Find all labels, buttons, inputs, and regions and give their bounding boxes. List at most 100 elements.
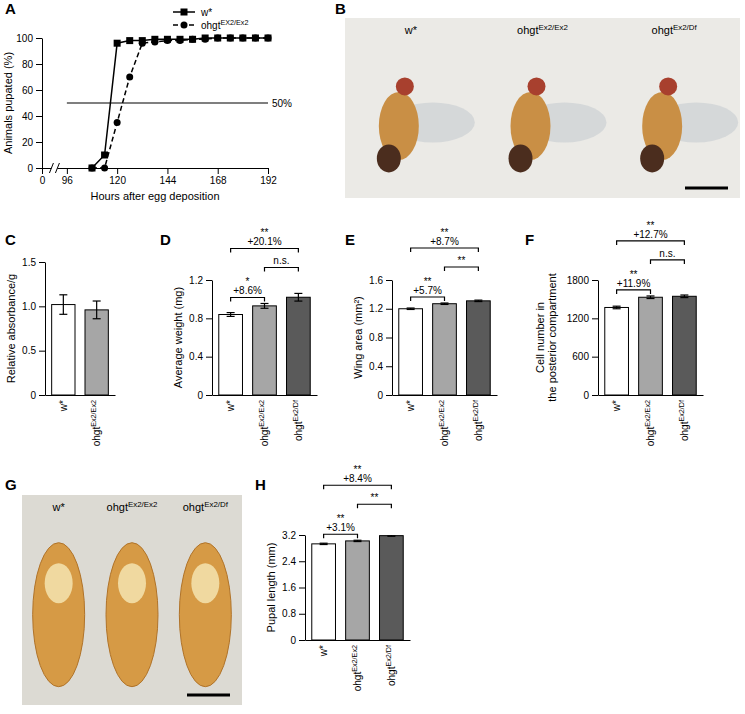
label-base: ohgt <box>439 427 450 447</box>
tick: w* <box>318 645 329 657</box>
panel-letter: E <box>345 231 355 248</box>
tick: 192 <box>260 168 277 186</box>
tick: 0 <box>377 390 392 401</box>
bar-panel: w*ohgtEx2/Ex200.51.01.5Relative absorban… <box>5 257 116 447</box>
bar <box>433 304 457 395</box>
tick: 2.4 <box>282 556 305 567</box>
tick: 0 <box>30 390 45 401</box>
y-axis: 060012001800 <box>567 275 599 401</box>
error-bar-cap <box>613 306 621 307</box>
significance-label: ** <box>424 276 432 287</box>
x-axis-title: Hours after egg deposition <box>90 190 219 202</box>
tick-label: ohgtEx2/Df <box>383 645 397 686</box>
significance-label: ** <box>630 269 638 280</box>
tick: 40 <box>22 111 42 122</box>
tick-mark <box>218 168 219 174</box>
bar-panel: w*ohgtEx2/Ex2ohgtEx2/Df060012001800Cell … <box>534 220 704 446</box>
tick-label: 0.8 <box>189 313 203 324</box>
y-axis: 00.51.01.5 <box>22 257 45 401</box>
legend-entry: w* <box>173 7 212 18</box>
tick-mark <box>386 338 392 339</box>
bar <box>605 307 629 395</box>
label-base: ohgt <box>386 666 397 686</box>
error-bar-stem <box>63 295 64 315</box>
pupa <box>179 543 231 687</box>
error-bar <box>407 308 415 309</box>
tick-label: 100 <box>16 33 33 44</box>
significance-bracket <box>617 241 685 245</box>
tick-mark <box>386 309 392 310</box>
x-axis: w*ohgtEx2/Ex2 <box>46 396 116 447</box>
tick-mark <box>299 588 305 589</box>
data-point <box>252 35 259 42</box>
error-bar <box>93 301 101 319</box>
photo-label: ohgtEx2/Ex2 <box>517 23 568 37</box>
tick-label: 0.8 <box>369 332 383 343</box>
y-axis-title-line: Average weight (mg) <box>172 287 184 388</box>
data-point <box>265 35 272 42</box>
figure: A096120144168192020406080100Hours after … <box>0 0 745 714</box>
plot-area <box>399 300 490 395</box>
tick: 600 <box>572 351 598 362</box>
data-point <box>89 165 96 172</box>
bar <box>287 297 311 395</box>
tick-mark <box>268 168 269 174</box>
tick: 1.6 <box>369 275 392 286</box>
data-point <box>139 40 146 47</box>
tick: ohgtEx2/Df <box>676 400 690 441</box>
data-point <box>239 35 246 42</box>
tick-label: 1800 <box>567 275 590 286</box>
tick-mark <box>592 280 598 281</box>
error-bar-cap <box>93 318 101 319</box>
comparisons: +5.7%****+8.7%** <box>411 227 479 301</box>
tick: 0.8 <box>282 608 305 619</box>
bar <box>380 536 404 640</box>
data-point <box>189 36 196 43</box>
y-axis-title-line: Pupal length (mm) <box>265 543 277 633</box>
tick: ohgtEx2/Ex2 <box>349 645 363 691</box>
tick-mark <box>36 142 42 143</box>
tick-mark <box>299 561 305 562</box>
tick: 0 <box>290 635 305 646</box>
data-point <box>214 35 221 42</box>
significance-bracket <box>231 248 299 252</box>
error-bar-cap <box>261 308 269 309</box>
comparisons: +3.1%****+8.4%** <box>324 464 392 538</box>
tick-mark <box>117 168 118 174</box>
significance-bracket <box>411 248 479 252</box>
error-bar-cap <box>227 316 235 317</box>
tick-label: 60 <box>22 85 34 96</box>
error-bar-cap <box>261 303 269 304</box>
axis-line <box>393 395 498 396</box>
fly-abdomen <box>377 144 401 172</box>
tick-mark <box>386 366 392 367</box>
panel-letter: A <box>5 0 16 17</box>
comparisons: +11.9%**n.s.+12.7%** <box>617 220 685 294</box>
significance-label: n.s. <box>273 255 289 266</box>
photo-label: ohgtEx2/Ex2 <box>107 500 158 514</box>
label-base: ohgt <box>645 427 656 447</box>
tick-label: 0 <box>27 163 33 174</box>
bar <box>85 310 108 395</box>
error-bar-cap <box>93 300 101 301</box>
error-bar <box>294 293 302 301</box>
tick: ohgtEx2/Df <box>290 400 304 441</box>
tick: 0 <box>27 163 42 174</box>
tick-mark <box>67 168 68 174</box>
tick: 0 <box>583 390 598 401</box>
significance-bracket <box>265 267 299 271</box>
bar-panel: w*ohgtEx2/Ex2ohgtEx2/Df00.81.62.43.2Pupa… <box>265 464 411 691</box>
error-bar-cap <box>613 308 621 309</box>
x-axis: 096120144168192 <box>40 168 278 186</box>
data-point <box>202 36 209 43</box>
significance-bracket <box>445 267 479 271</box>
error-bar <box>59 295 67 315</box>
tick: 1.6 <box>282 582 305 593</box>
comparisons: +8.6%*n.s.+20.1%** <box>231 227 299 301</box>
data-point <box>252 35 259 42</box>
tick-mark <box>592 318 598 319</box>
specimen <box>33 543 85 687</box>
axis-line <box>212 281 213 396</box>
axis-break-mark <box>49 163 53 173</box>
tick: 0.8 <box>189 313 212 324</box>
